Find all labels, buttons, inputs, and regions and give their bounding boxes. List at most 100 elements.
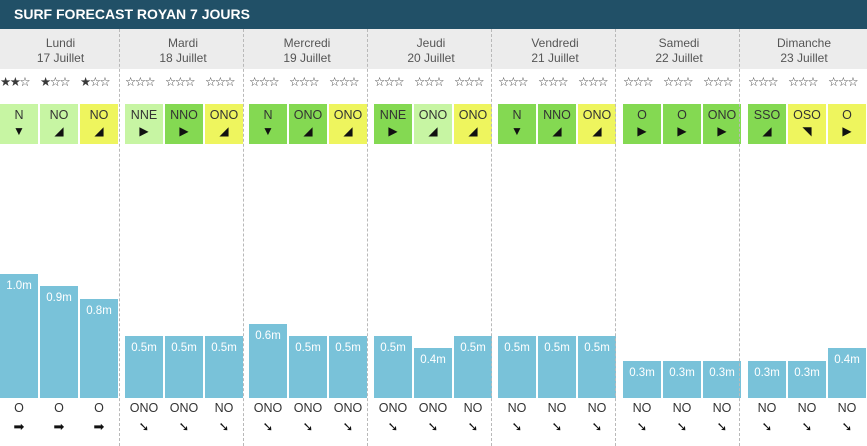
swell-direction-label: NO	[757, 401, 777, 415]
swell-height-bar[interactable]: 0.5m	[329, 336, 367, 398]
swell-direction-label: NO	[837, 401, 857, 415]
swell-height-bar[interactable]: 0.3m	[623, 361, 661, 398]
swell-direction-label: NO	[463, 401, 483, 415]
rating-stars: ☆☆☆	[578, 75, 609, 89]
swell-direction-label: NO	[672, 401, 692, 415]
swell-height-bar[interactable]: 0.9m	[40, 286, 78, 398]
wind-direction-label: NO	[49, 108, 69, 122]
wind-arrow-icon: ◢	[303, 124, 313, 138]
wind-arrow-icon: ▶	[677, 124, 687, 138]
swell-direction-label: ONO	[378, 401, 408, 415]
swell-height-bar[interactable]: 0.5m	[578, 336, 616, 398]
wind-direction-label: OSO	[793, 108, 821, 122]
swell-height-bar[interactable]: 0.5m	[205, 336, 243, 398]
swell-arrow-icon: ➘	[342, 419, 354, 434]
swell-height-bar[interactable]: 0.3m	[663, 361, 701, 398]
wind-box: ONO ◢	[289, 104, 327, 144]
wind-direction-label: ONO	[418, 108, 448, 122]
swell-direction-label: O	[94, 401, 104, 415]
swell-height-bar[interactable]: 0.5m	[374, 336, 412, 398]
swell-height-bar[interactable]: 0.5m	[165, 336, 203, 398]
swell-arrow-icon: ➘	[387, 419, 399, 434]
rating-stars: ☆☆☆	[748, 75, 779, 89]
swell-height-bar[interactable]: 1.0m	[0, 274, 38, 398]
swell-arrow-icon: ➘	[178, 419, 190, 434]
rating-stars: ☆☆☆	[165, 75, 196, 89]
swell-arrow-icon: ➘	[761, 419, 773, 434]
day-column: Jeudi 20 Juillet	[369, 29, 493, 446]
day-separator	[615, 29, 616, 446]
wind-direction-label: SSO	[753, 108, 781, 122]
wind-box: N ▼	[498, 104, 536, 144]
swell-height-bar[interactable]: 0.3m	[703, 361, 741, 398]
wind-box: NO ◢	[80, 104, 118, 144]
rating-stars: ☆☆☆	[498, 75, 529, 89]
swell-height-bar[interactable]: 0.5m	[289, 336, 327, 398]
swell-height-bar[interactable]: 0.5m	[538, 336, 576, 398]
swell-direction-label: NO	[712, 401, 732, 415]
swell-height-bar[interactable]: 0.4m	[828, 348, 866, 398]
swell-direction-label: O	[14, 401, 24, 415]
day-header: Vendredi 21 Juillet	[493, 29, 617, 69]
day-date: 19 Juillet	[283, 51, 331, 65]
swell-arrow-icon: ➘	[138, 419, 150, 434]
swell-direction-label: NO	[214, 401, 234, 415]
rating-stars: ☆☆☆	[663, 75, 694, 89]
swell-direction-label: ONO	[169, 401, 199, 415]
rating-stars: ★☆☆	[80, 75, 111, 89]
swell-direction-label: NO	[632, 401, 652, 415]
wind-direction-label: ONO	[707, 108, 737, 122]
wind-direction-label: NNO	[543, 108, 571, 122]
swell-height-bar[interactable]: 0.3m	[788, 361, 826, 398]
swell-arrow-icon: ➘	[841, 419, 853, 434]
swell-arrow-icon: ➘	[551, 419, 563, 434]
wind-direction-label: ONO	[333, 108, 363, 122]
wind-box: O ▶	[663, 104, 701, 144]
swell-height-bar[interactable]: 0.5m	[454, 336, 492, 398]
day-separator	[243, 29, 244, 446]
swell-height-bar[interactable]: 0.3m	[748, 361, 786, 398]
swell-height-bar[interactable]: 0.6m	[249, 324, 287, 398]
wind-box: NNO ▶	[165, 104, 203, 144]
rating-stars: ☆☆☆	[828, 75, 859, 89]
swell-direction-label: ONO	[253, 401, 283, 415]
swell-arrow-icon: ➘	[262, 419, 274, 434]
swell-height-bar[interactable]: 0.8m	[80, 299, 118, 398]
swell-height-bar[interactable]: 0.5m	[125, 336, 163, 398]
day-column: Dimanche 23 Juillet	[741, 29, 867, 446]
wind-box: ONO ▶	[703, 104, 741, 144]
wind-direction-label: O	[842, 108, 852, 122]
day-column: Samedi 22 Juillet	[617, 29, 741, 446]
wind-box: N ▼	[0, 104, 38, 144]
swell-height-bar[interactable]: 0.5m	[498, 336, 536, 398]
rating-stars: ☆☆☆	[205, 75, 236, 89]
swell-height-bar[interactable]: 0.4m	[414, 348, 452, 398]
day-column: Lundi 17 Juillet	[0, 29, 121, 446]
wind-arrow-icon: ▶	[717, 124, 727, 138]
wind-direction-label: N	[263, 108, 273, 122]
wind-direction-label: N	[512, 108, 522, 122]
wind-arrow-icon: ▼	[262, 124, 274, 138]
day-header: Jeudi 20 Juillet	[369, 29, 493, 69]
wind-box: ONO ◢	[329, 104, 367, 144]
day-name: Mercredi	[283, 36, 331, 50]
wind-arrow-icon: ▶	[388, 124, 398, 138]
day-separator	[491, 29, 492, 446]
swell-arrow-icon: ➘	[218, 419, 230, 434]
wind-box: OSO ◥	[788, 104, 826, 144]
wind-arrow-icon: ◢	[343, 124, 353, 138]
swell-arrow-icon: ➘	[591, 419, 603, 434]
wind-box: NNO ◢	[538, 104, 576, 144]
wind-box: SSO ◢	[748, 104, 786, 144]
forecast-grid: Lundi 17 Juillet ★★☆ N ▼ 1.0m O ➡ ★☆☆ NO ◢ 0.9m O ➡ ★☆…	[0, 29, 867, 446]
wind-box: ONO ◢	[414, 104, 452, 144]
rating-stars: ☆☆☆	[538, 75, 569, 89]
wind-box: ONO ◢	[205, 104, 243, 144]
swell-direction-label: NO	[797, 401, 817, 415]
wind-arrow-icon: ◢	[592, 124, 602, 138]
day-date: 20 Juillet	[407, 51, 455, 65]
rating-stars: ☆☆☆	[249, 75, 280, 89]
rating-stars: ☆☆☆	[374, 75, 405, 89]
wind-box: ONO ◢	[578, 104, 616, 144]
swell-direction-label: NO	[547, 401, 567, 415]
